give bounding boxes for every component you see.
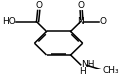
Text: HO: HO [2,17,16,26]
Text: O: O [78,1,85,10]
Text: CH₃: CH₃ [102,66,119,75]
Text: NH: NH [81,60,95,69]
Text: N: N [77,17,84,26]
Text: H: H [79,67,86,76]
Text: O: O [100,17,107,26]
Text: O: O [35,1,42,10]
